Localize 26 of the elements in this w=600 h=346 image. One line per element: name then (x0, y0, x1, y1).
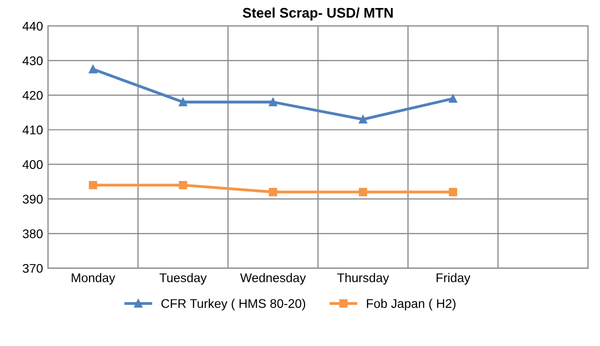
y-tick-label: 380 (22, 229, 43, 238)
point (268, 98, 278, 106)
point (448, 94, 458, 103)
legend-label: CFR Turkey ( HMS 80-20) (161, 298, 306, 310)
y-tick-label: 400 (22, 160, 43, 169)
point (178, 98, 188, 106)
x-tick-label: Thursday (337, 273, 390, 285)
point (358, 188, 368, 196)
y-tick-label: 370 (22, 264, 43, 273)
legend-label: Fob Japan ( H2) (366, 298, 456, 310)
point (448, 188, 458, 196)
x-tick-label: Monday (72, 273, 116, 285)
y-tick-label: 410 (22, 126, 43, 134)
point (358, 115, 368, 124)
point (88, 180, 98, 190)
y-tick-label: 390 (22, 194, 43, 204)
x-tick-label: Wednesday (240, 273, 306, 285)
chart-title: Steel Scrap- USD/ MTN (242, 8, 393, 20)
y-tick-label: 420 (22, 90, 43, 100)
point (178, 180, 188, 190)
x-tick-label: Friday (436, 273, 470, 285)
y-tick-label: 430 (22, 56, 43, 66)
point (268, 188, 278, 196)
x-tick-label: Tuesday (160, 273, 207, 285)
point (88, 65, 98, 74)
y-tick-label: 440 (22, 22, 43, 31)
